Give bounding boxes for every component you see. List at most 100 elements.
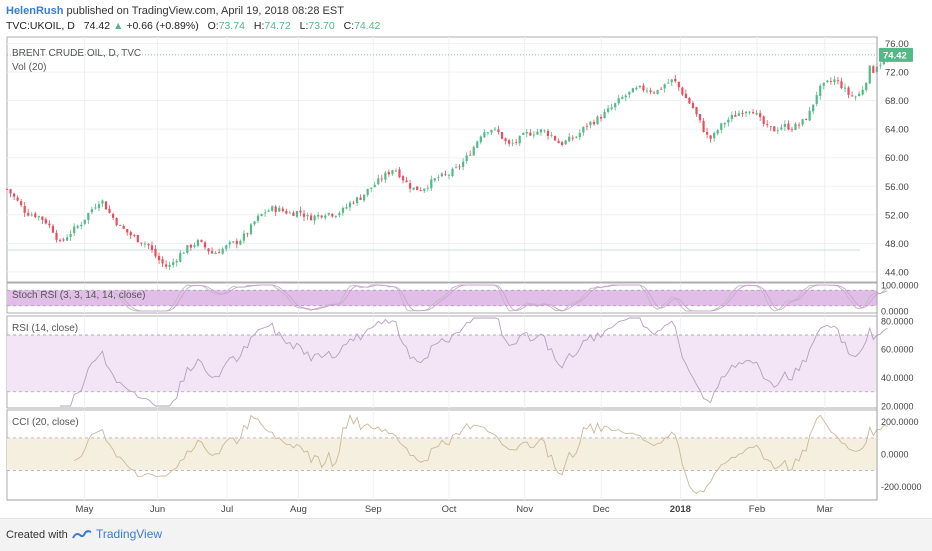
candle	[104, 201, 108, 210]
time-axis-label: Oct	[442, 504, 457, 515]
candle-body	[27, 212, 30, 216]
candle	[87, 212, 90, 225]
candle	[553, 135, 557, 142]
candle-body	[401, 176, 405, 181]
candle-body	[419, 189, 422, 191]
candle-body	[766, 124, 769, 126]
candle	[97, 201, 101, 212]
candle	[776, 127, 779, 134]
candle-body	[599, 116, 603, 119]
candle	[826, 79, 829, 84]
candle-body	[140, 242, 143, 244]
candle-body	[469, 154, 472, 156]
candle-body	[186, 245, 189, 253]
candle	[592, 119, 596, 126]
tradingview-logo-icon	[72, 530, 92, 539]
candle	[90, 206, 93, 215]
candle	[808, 106, 811, 122]
candle	[430, 175, 433, 192]
candle	[218, 248, 221, 254]
candle	[214, 251, 217, 255]
candle	[157, 252, 161, 265]
candle-body	[500, 132, 504, 139]
author-name[interactable]: HelenRush	[6, 5, 64, 17]
candle-body	[23, 206, 26, 213]
candle	[37, 215, 40, 221]
price-tick-label: 76.00	[885, 39, 909, 50]
candle-body	[578, 132, 581, 137]
candle	[515, 138, 518, 146]
candle-body	[702, 120, 705, 132]
candle-body	[221, 248, 224, 254]
candle	[472, 145, 475, 157]
candle	[182, 251, 185, 254]
candle	[730, 111, 733, 123]
tradingview-link[interactable]: TradingView	[72, 527, 162, 541]
candle-body	[246, 233, 249, 235]
candle	[94, 203, 97, 210]
candle-body	[391, 170, 394, 174]
candle	[203, 240, 207, 250]
candle	[239, 239, 242, 246]
candle	[193, 242, 196, 249]
candle	[363, 194, 366, 203]
candle	[338, 211, 341, 218]
candle	[334, 215, 337, 219]
candle-body	[518, 135, 521, 144]
candle	[101, 199, 104, 208]
candle-body	[41, 216, 44, 221]
candle-body	[76, 225, 79, 228]
time-axis-label: Feb	[749, 504, 765, 515]
candle-body	[773, 126, 776, 132]
candle-body	[734, 114, 737, 117]
candle-body	[727, 119, 730, 123]
close-value: 74.42	[354, 20, 381, 32]
candle-body	[16, 197, 19, 201]
candle	[546, 128, 550, 140]
candle	[698, 113, 702, 123]
candle-body	[649, 90, 652, 92]
candle-body	[592, 122, 596, 125]
candle	[172, 258, 175, 269]
candle	[246, 232, 249, 238]
price-pane-title: BRENT CRUDE OIL, D, TVC	[12, 48, 141, 59]
candle	[423, 188, 426, 194]
candle	[794, 122, 797, 131]
candle	[645, 87, 649, 94]
candle	[561, 140, 564, 147]
candle-body	[865, 82, 868, 91]
candle-body	[635, 87, 638, 90]
candle-body	[522, 132, 525, 135]
candle-body	[812, 104, 815, 112]
candle-body	[437, 177, 440, 178]
candle-body	[787, 123, 790, 130]
candle	[667, 78, 670, 84]
candle	[713, 131, 716, 142]
candle-body	[858, 93, 861, 97]
candle-body	[338, 213, 341, 216]
candle-body	[447, 174, 451, 176]
candle-body	[847, 87, 850, 95]
candle-body	[51, 225, 55, 233]
candle	[727, 117, 730, 127]
candle	[324, 213, 327, 221]
candle-body	[119, 225, 122, 226]
candle	[267, 208, 270, 213]
candle-body	[741, 113, 744, 115]
candle	[578, 129, 581, 141]
candle	[126, 228, 129, 236]
candle	[302, 209, 306, 222]
candle-body	[58, 240, 62, 242]
candle	[734, 110, 737, 117]
candle-body	[801, 119, 804, 125]
candle-body	[529, 132, 532, 136]
candle	[179, 250, 182, 263]
candle	[373, 181, 376, 188]
chart-canvas[interactable]: 76.00 72.00 68.00 64.00 60.00 56.00 52.00 48.00…	[0, 0, 932, 518]
candle	[628, 91, 631, 99]
candle-body	[790, 129, 794, 131]
candle-body	[582, 126, 585, 133]
candle	[469, 150, 472, 156]
candle-body	[660, 88, 663, 90]
candle-body	[34, 213, 37, 218]
